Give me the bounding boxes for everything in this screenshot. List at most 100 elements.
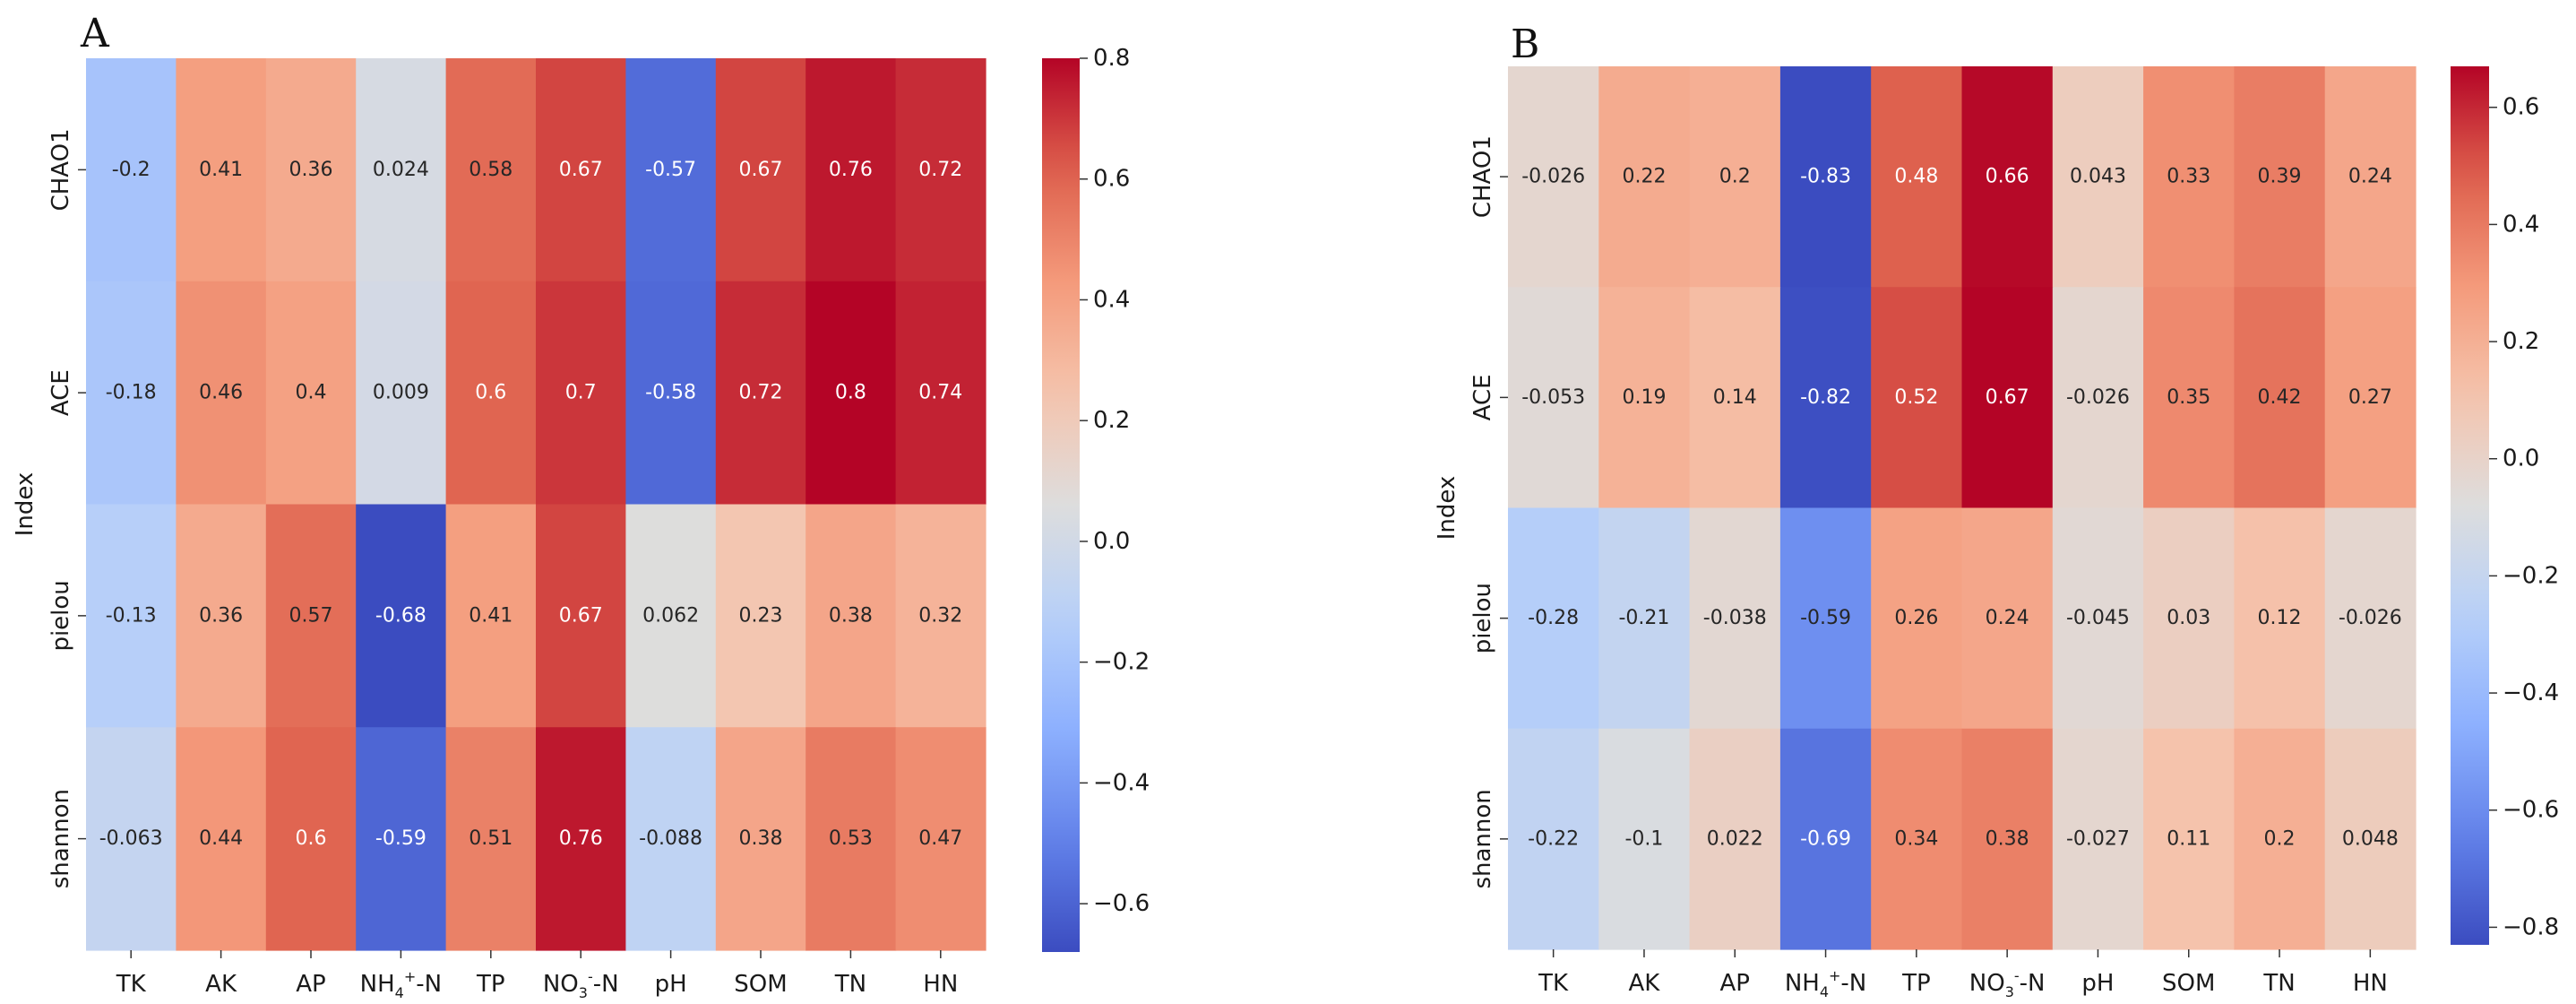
cell-value-label: 0.24 xyxy=(1986,607,2029,629)
cell-value-label: 0.66 xyxy=(1986,166,2029,188)
cell-value-label: 0.043 xyxy=(2070,166,2126,188)
heatmap-cell xyxy=(1871,66,1963,288)
heatmap-cell xyxy=(806,281,897,506)
cell-value-label: -0.57 xyxy=(645,159,696,181)
heatmap-cell xyxy=(1779,287,1872,509)
heatmap-cell xyxy=(1598,66,1691,288)
colorbar xyxy=(2451,66,2489,945)
cell-value-label: 0.33 xyxy=(2167,166,2210,188)
heatmap-cell xyxy=(895,727,986,951)
cell-value-label: 0.4 xyxy=(296,382,327,404)
heatmap-cell xyxy=(445,58,537,282)
x-tick-label-tk: TK xyxy=(1538,970,1569,997)
colorbar-tick-label: −0.2 xyxy=(2503,562,2559,589)
cell-value-label: 0.12 xyxy=(2258,607,2302,629)
heatmap-cell xyxy=(1508,507,1599,730)
heatmap-cell xyxy=(356,727,447,951)
cell-value-label: 0.72 xyxy=(739,382,783,404)
heatmap-cell xyxy=(1961,287,2054,509)
heatmap-cell xyxy=(2324,728,2417,950)
x-tick-label-tp: TP xyxy=(476,971,505,998)
y-tick-label-chao1: CHAO1 xyxy=(1469,135,1496,218)
cell-value-label: 0.14 xyxy=(1713,386,1757,409)
heatmap-cell xyxy=(536,504,626,728)
x-tick-label-ap: AP xyxy=(1720,970,1750,997)
heatmap-cell xyxy=(2234,507,2326,730)
cell-value-label: -0.038 xyxy=(1703,607,1767,629)
cell-value-label: 0.67 xyxy=(739,159,783,181)
cell-value-label: 0.2 xyxy=(2264,827,2296,850)
heatmap-cell xyxy=(445,727,537,951)
cell-value-label: 0.72 xyxy=(918,159,962,181)
heatmap-cell xyxy=(2052,507,2144,730)
heatmap-cell xyxy=(2052,728,2144,950)
heatmap-cell xyxy=(715,58,806,282)
x-tick-label-tn: TN xyxy=(2262,970,2295,997)
cell-value-label: -0.063 xyxy=(99,827,163,850)
heatmap-cell xyxy=(2234,728,2326,950)
heatmap-cell xyxy=(2052,66,2144,288)
cell-value-label: -0.2 xyxy=(112,159,151,181)
x-tick-label-tk: TK xyxy=(116,971,147,998)
cell-value-label: 0.42 xyxy=(2258,386,2302,409)
cell-value-label: -0.053 xyxy=(1521,386,1585,409)
cell-value-label: 0.024 xyxy=(373,159,429,181)
colorbar-tick-label: 0.4 xyxy=(1093,286,1130,313)
cell-value-label: -0.1 xyxy=(1624,827,1663,850)
colorbar-tick-label: 0.0 xyxy=(1093,528,1130,555)
heatmap-cell xyxy=(1598,287,1691,509)
cell-value-label: 0.23 xyxy=(739,604,783,627)
cell-value-label: 0.26 xyxy=(1894,607,1938,629)
y-tick-label-ace: ACE xyxy=(1469,374,1496,420)
heatmap-cell xyxy=(1508,287,1599,509)
cell-value-label: 0.48 xyxy=(1894,166,1938,188)
cell-value-label: 0.41 xyxy=(199,159,243,181)
cell-value-label: -0.18 xyxy=(106,382,157,404)
x-tick-label-ap: AP xyxy=(296,971,325,998)
cell-value-label: -0.026 xyxy=(1521,166,1585,188)
cell-value-label: 0.53 xyxy=(829,827,873,850)
y-axis-title: Index xyxy=(1434,476,1460,541)
x-tick-label-som: SOM xyxy=(2162,970,2215,997)
cell-value-label: 0.11 xyxy=(2167,827,2210,850)
cell-value-label: 0.6 xyxy=(475,382,506,404)
colorbar-tick-label: −0.4 xyxy=(2503,679,2559,706)
x-tick-label-ak: AK xyxy=(205,971,237,998)
heatmap-cell xyxy=(445,281,537,506)
heatmap-cell xyxy=(176,727,267,951)
heatmap-cell xyxy=(715,281,806,506)
heatmap-cell xyxy=(625,58,717,282)
heatmap-cell xyxy=(1689,507,1781,730)
heatmap-cell xyxy=(2234,66,2326,288)
heatmap-cell xyxy=(176,504,267,728)
colorbar-tick-label: −0.6 xyxy=(2503,797,2559,824)
x-tick-label-ph: pH xyxy=(655,971,687,998)
cell-value-label: 0.022 xyxy=(1707,827,1763,850)
heatmap-cell xyxy=(625,727,717,951)
heatmap-cell xyxy=(265,58,357,282)
colorbar xyxy=(1042,58,1080,952)
colorbar-tick-label: 0.4 xyxy=(2503,211,2539,238)
cell-value-label: 0.32 xyxy=(918,604,962,627)
cell-value-label: 0.36 xyxy=(199,604,243,627)
heatmap-panel-a: A -0.2 0.41 0.36 0.024 0.58 0.67 -0.57 0.67 0.76 0… xyxy=(12,11,1150,1001)
heatmap-cell xyxy=(2234,287,2326,509)
cell-value-label: -0.59 xyxy=(375,827,426,850)
cell-value-label: 0.76 xyxy=(559,827,603,850)
cell-value-label: 0.062 xyxy=(642,604,699,627)
cell-value-label: -0.045 xyxy=(2066,607,2130,629)
x-tick-label-hn: HN xyxy=(2353,970,2388,997)
cell-value-label: -0.027 xyxy=(2066,827,2130,850)
heatmap-cell xyxy=(1961,728,2054,950)
heatmap-cell xyxy=(1779,66,1872,288)
heatmap-cell xyxy=(2052,287,2144,509)
heatmap-cell xyxy=(806,504,897,728)
heatmap-cell xyxy=(265,504,357,728)
cell-value-label: -0.82 xyxy=(1800,386,1851,409)
cell-value-label: 0.67 xyxy=(559,159,603,181)
cell-value-label: 0.36 xyxy=(289,159,333,181)
cell-value-label: 0.7 xyxy=(565,382,597,404)
heatmap-cell xyxy=(1508,728,1599,950)
cell-value-label: 0.51 xyxy=(469,827,513,850)
cell-value-label: 0.6 xyxy=(296,827,327,850)
